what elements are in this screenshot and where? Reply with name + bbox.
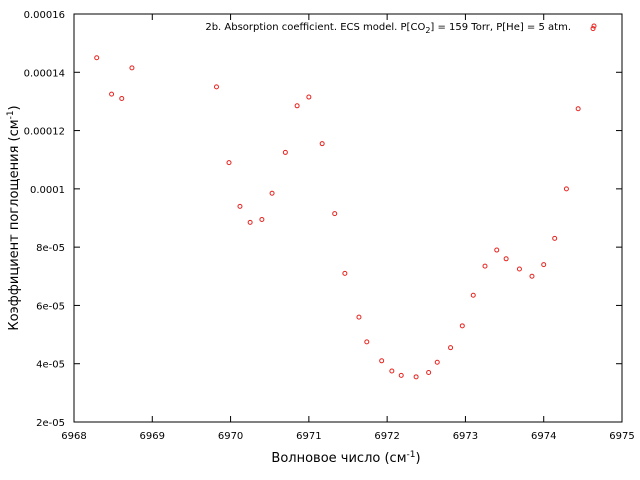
x-tick-label: 6974 <box>531 431 556 442</box>
data-point <box>426 369 432 375</box>
data-point <box>294 103 300 109</box>
data-point <box>119 96 125 102</box>
x-tick-label: 6970 <box>218 431 243 442</box>
x-axis-title: Волновое число (см-1) <box>271 450 420 466</box>
data-point <box>94 55 100 61</box>
data-point <box>413 374 419 380</box>
data-points <box>94 26 596 380</box>
x-tick-label: 6975 <box>609 431 634 442</box>
data-point <box>590 26 596 32</box>
data-point <box>448 345 454 351</box>
data-point <box>470 292 476 298</box>
data-point <box>529 273 535 279</box>
tick-labels: 6968 6969 6970 6971 6972 6973 6974 6975 2e-05 4e-… <box>24 10 635 442</box>
x-tick-label: 6968 <box>61 431 86 442</box>
x-tick-label: 6969 <box>140 431 165 442</box>
data-point <box>503 256 509 262</box>
y-tick-label: 0.00016 <box>24 10 65 21</box>
data-point <box>282 149 288 155</box>
legend-label: 2b. Absorption coefficient. ECS model. P… <box>205 22 571 35</box>
y-tick-label: 0.00012 <box>24 127 65 138</box>
data-point <box>319 141 325 147</box>
data-point <box>129 65 135 71</box>
data-point <box>541 262 547 268</box>
data-point <box>259 216 265 222</box>
data-point <box>306 94 312 100</box>
data-point <box>342 270 348 276</box>
data-point <box>237 203 243 209</box>
data-point <box>389 368 395 374</box>
data-point <box>247 219 253 225</box>
x-tick-label: 6973 <box>453 431 478 442</box>
data-point <box>356 314 362 320</box>
data-point <box>494 247 500 253</box>
y-tick-label: 8e-05 <box>36 243 65 254</box>
data-point <box>213 84 219 90</box>
data-point <box>269 190 275 196</box>
data-point <box>226 160 232 166</box>
data-point <box>575 106 581 112</box>
data-point <box>563 186 569 192</box>
data-point <box>109 91 115 97</box>
data-point <box>459 323 465 329</box>
data-point <box>398 372 404 378</box>
data-point <box>434 359 440 365</box>
legend-marker <box>591 23 597 29</box>
data-point <box>482 263 488 269</box>
x-tick-label: 6972 <box>374 431 399 442</box>
data-point <box>379 358 385 364</box>
y-tick-label: 4e-05 <box>36 360 65 371</box>
data-point <box>516 266 522 272</box>
y-tick-label: 0.00014 <box>24 68 65 79</box>
data-point <box>552 235 558 241</box>
x-tick-label: 6971 <box>296 431 321 442</box>
y-tick-label: 0.0001 <box>30 185 65 196</box>
data-point <box>364 339 370 345</box>
y-axis-title: Коэффициент поглощения (см-1) <box>6 105 22 330</box>
y-tick-label: 6e-05 <box>36 301 65 312</box>
axis-ticks <box>73 13 623 423</box>
plot-frame <box>73 13 623 423</box>
y-tick-label: 2e-05 <box>36 418 65 429</box>
data-point <box>332 211 338 217</box>
